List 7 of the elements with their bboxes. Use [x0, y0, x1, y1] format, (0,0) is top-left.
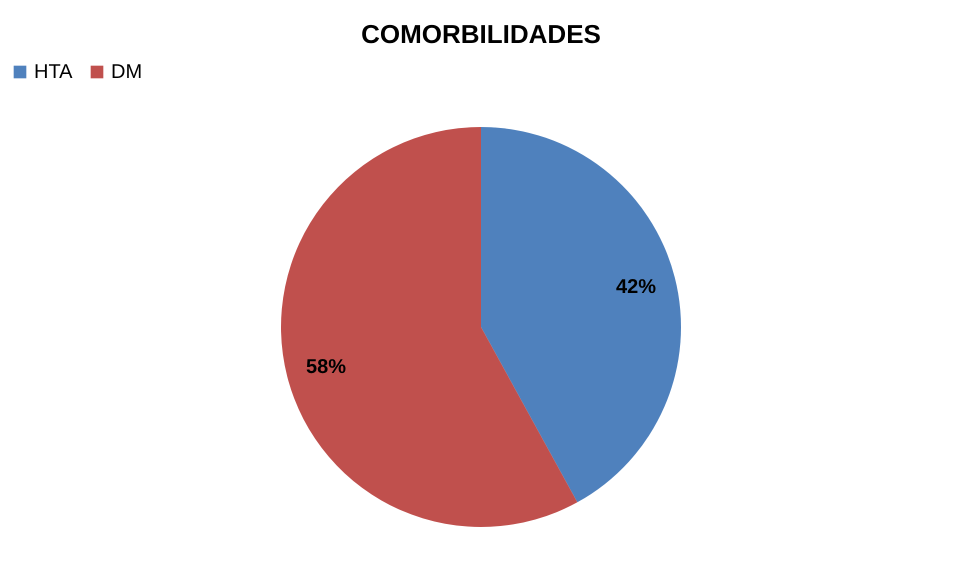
data-label: 58% — [306, 356, 346, 378]
pie-slice — [481, 127, 681, 502]
legend-label: DM — [111, 61, 142, 83]
chart-title: COMORBILIDADES — [361, 19, 601, 49]
data-label: 42% — [616, 276, 656, 298]
legend-label: HTA — [34, 61, 74, 83]
pie-slice — [281, 127, 578, 527]
